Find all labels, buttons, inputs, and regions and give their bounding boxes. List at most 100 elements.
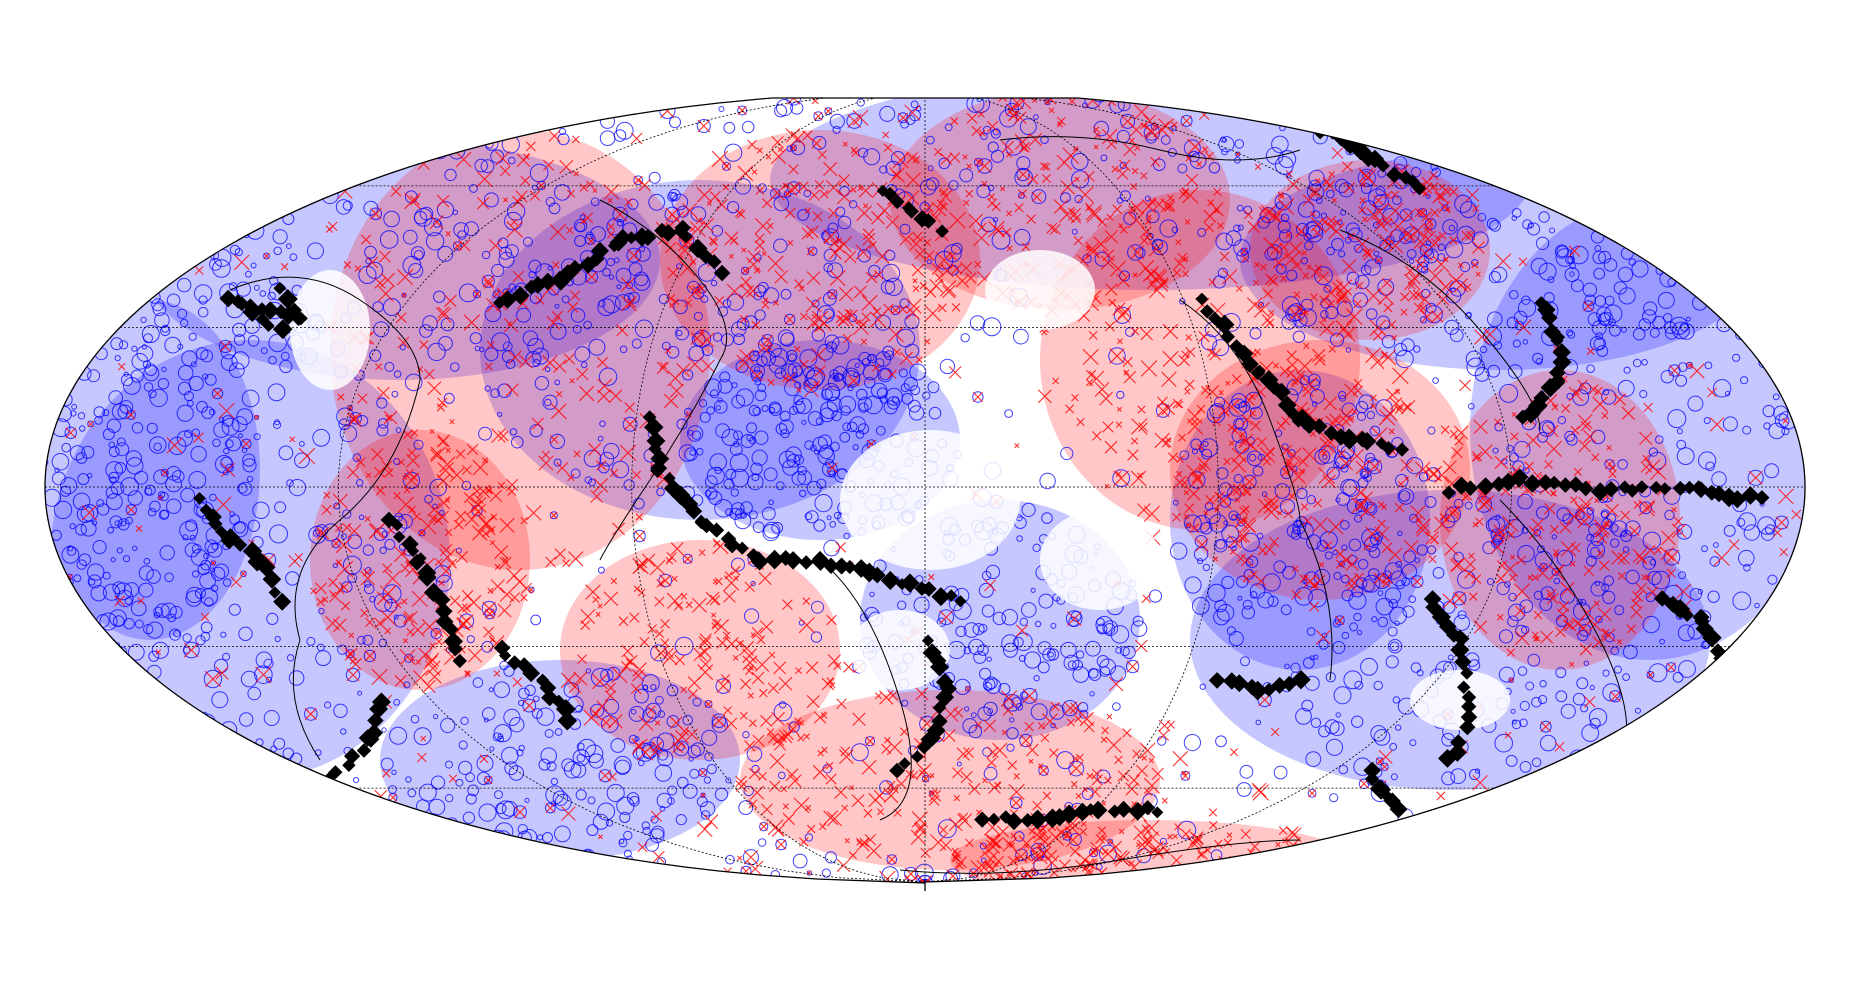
blue-circle-marker xyxy=(149,500,161,513)
blue-circle-marker xyxy=(440,717,456,734)
red-cross-marker xyxy=(561,806,576,821)
red-cross-marker xyxy=(1516,555,1527,565)
blue-circle-marker xyxy=(1511,719,1522,730)
blue-circle-marker xyxy=(1410,662,1422,673)
blue-circle-marker xyxy=(791,471,807,486)
red-cross-marker xyxy=(482,457,489,464)
red-cross-marker xyxy=(747,139,757,150)
blue-circle-marker xyxy=(1471,259,1479,267)
blue-circle-marker xyxy=(705,487,718,500)
blue-circle-marker xyxy=(1362,574,1381,593)
red-cross-marker xyxy=(685,601,693,609)
blue-circle-marker xyxy=(1533,590,1543,601)
red-cross-marker xyxy=(1271,870,1287,886)
blue-circle-marker xyxy=(82,334,91,343)
blue-circle-marker xyxy=(783,190,792,198)
blue-circle-marker xyxy=(312,428,331,447)
blue-circle-marker xyxy=(613,257,620,264)
blue-circle-marker xyxy=(769,188,781,199)
blue-circle-marker xyxy=(1322,454,1328,460)
blue-circle-marker xyxy=(483,192,499,208)
blue-circle-marker xyxy=(405,776,412,783)
blue-circle-marker xyxy=(1676,447,1695,466)
red-cross-marker xyxy=(1225,380,1231,386)
blue-circle-marker xyxy=(1100,154,1108,162)
red-cross-marker xyxy=(981,180,988,187)
blue-circle-marker xyxy=(204,539,219,554)
blue-circle-marker xyxy=(785,446,802,463)
blue-circle-marker xyxy=(1638,318,1652,331)
red-cross-marker xyxy=(403,610,418,625)
blue-circle-marker xyxy=(125,504,138,516)
blue-circle-marker xyxy=(1511,719,1517,725)
blue-circle-marker xyxy=(159,509,170,519)
red-cross-marker xyxy=(1445,505,1460,520)
blue-circle-marker xyxy=(1387,626,1398,637)
red-cross-marker xyxy=(1129,122,1144,137)
blue-circle-marker xyxy=(94,328,107,341)
blue-circle-marker xyxy=(806,870,812,876)
blue-circle-marker xyxy=(676,263,683,270)
blue-circle-marker xyxy=(1338,182,1354,198)
blue-circle-marker xyxy=(358,514,365,520)
blue-circle-marker xyxy=(270,745,278,753)
blue-circle-marker xyxy=(357,635,366,645)
blue-circle-marker xyxy=(890,305,901,316)
red-cross-marker xyxy=(1086,207,1103,223)
red-cross-marker xyxy=(1531,574,1539,582)
red-cross-marker xyxy=(1127,211,1145,229)
blue-circle-marker xyxy=(1506,316,1519,329)
red-cross-marker xyxy=(863,203,869,209)
blue-circle-marker xyxy=(1620,189,1635,205)
blue-circle-marker xyxy=(1218,482,1233,497)
red-cross-marker xyxy=(1013,882,1029,891)
blue-circle-marker xyxy=(413,727,432,746)
blue-circle-marker xyxy=(1016,167,1030,182)
red-cross-marker xyxy=(535,295,545,305)
blue-circle-marker xyxy=(240,570,247,578)
blue-circle-marker xyxy=(1479,345,1488,354)
red-cross-marker xyxy=(619,444,637,462)
red-cross-marker xyxy=(965,272,977,284)
red-cross-marker xyxy=(1438,183,1446,191)
blue-circle-marker xyxy=(1246,450,1263,467)
red-cross-marker xyxy=(757,342,770,355)
blue-circle-marker xyxy=(812,436,828,452)
blue-circle-marker xyxy=(1741,265,1758,281)
blue-circle-marker xyxy=(1449,280,1466,297)
red-cross-marker xyxy=(588,442,602,456)
blue-circle-marker xyxy=(481,600,497,617)
blue-circle-marker xyxy=(1508,677,1514,683)
blue-circle-marker xyxy=(1216,603,1235,622)
blue-circle-marker xyxy=(1741,287,1750,296)
red-cross-marker xyxy=(883,143,893,152)
red-cross-marker xyxy=(1531,631,1539,639)
blue-circle-marker xyxy=(1328,114,1337,123)
blue-circle-marker xyxy=(1672,321,1690,340)
blue-circle-marker xyxy=(676,329,683,337)
blue-circle-marker xyxy=(160,325,171,337)
blue-circle-marker xyxy=(1240,247,1248,256)
blue-circle-marker xyxy=(134,619,144,629)
red-cross-marker xyxy=(1073,236,1083,246)
blue-circle-marker xyxy=(1509,452,1519,463)
blue-circle-marker xyxy=(102,583,121,601)
blue-circle-marker xyxy=(340,728,347,735)
blue-circle-marker xyxy=(542,394,558,410)
blue-circle-marker xyxy=(1586,533,1594,542)
red-cross-marker xyxy=(847,375,860,387)
red-cross-marker xyxy=(1261,872,1275,886)
blue-circle-marker xyxy=(1274,483,1291,499)
blue-circle-marker xyxy=(1016,535,1023,542)
red-cross-marker xyxy=(965,189,974,198)
blue-circle-marker xyxy=(853,372,859,378)
blue-circle-marker xyxy=(1130,620,1148,638)
red-cross-marker xyxy=(566,189,576,198)
blue-circle-marker xyxy=(1357,629,1363,636)
blue-circle-marker xyxy=(438,336,453,351)
blue-circle-marker xyxy=(846,421,858,433)
blue-circle-marker xyxy=(612,206,628,223)
blue-circle-marker xyxy=(505,244,519,259)
red-cross-marker xyxy=(641,553,656,567)
blue-circle-marker xyxy=(711,716,728,733)
